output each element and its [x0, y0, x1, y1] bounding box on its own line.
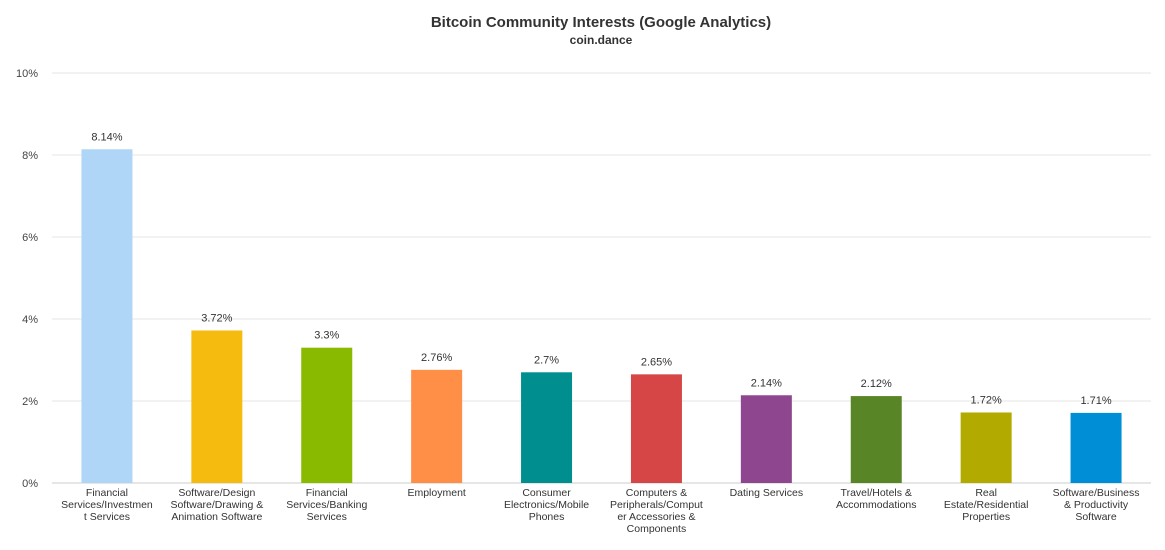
y-tick-label: 0% — [22, 478, 38, 490]
bars — [81, 149, 1122, 483]
bar[interactable] — [850, 396, 902, 483]
y-tick-label: 8% — [22, 150, 38, 162]
bar[interactable] — [411, 369, 463, 483]
bar[interactable] — [1070, 412, 1122, 483]
y-tick-label: 10% — [16, 68, 38, 80]
data-labels: 8.14% 3.72% 3.3% 2.76% 2.7% 2.65% 2.14% 2.12% 1.… — [91, 131, 1112, 407]
data-label: 1.71% — [1080, 395, 1111, 407]
y-tick-label: 4% — [22, 314, 38, 326]
x-tick-label: Employment — [407, 487, 465, 499]
chart-subtitle: coin.dance — [570, 33, 633, 47]
bar[interactable] — [740, 395, 792, 483]
x-tick-label: Financial Services/Investmen t Services — [61, 487, 153, 523]
x-tick-label: Software/Business & Productivity Software — [1053, 487, 1140, 523]
data-label: 1.72% — [971, 394, 1002, 406]
x-tick-label: Real Estate/Residential Properties — [944, 487, 1029, 523]
bar[interactable] — [301, 347, 353, 483]
data-label: 8.14% — [91, 131, 122, 143]
data-label: 2.76% — [421, 352, 452, 364]
data-label: 3.3% — [314, 330, 339, 342]
x-tick-label: Travel/Hotels & Accommodations — [836, 487, 917, 511]
x-tick-label: Dating Services — [730, 487, 804, 499]
x-tick-label: Consumer Electronics/Mobile Phones — [504, 487, 589, 523]
data-label: 2.65% — [641, 356, 672, 368]
gridlines: 0% 2% 4% 6% 8% 10% — [16, 68, 1151, 490]
bar[interactable] — [191, 330, 243, 483]
x-tick-label: Financial Services/Banking Services — [286, 487, 367, 523]
bar[interactable] — [521, 372, 573, 483]
data-label: 2.7% — [534, 354, 559, 366]
data-label: 2.14% — [751, 377, 782, 389]
y-tick-label: 2% — [22, 396, 38, 408]
x-tick-label: Computers & Peripherals/Comput er Accessor… — [610, 487, 703, 535]
bar[interactable] — [960, 412, 1012, 483]
bar[interactable] — [81, 149, 133, 483]
bar[interactable] — [630, 374, 682, 483]
x-tick-label: Software/Design Software/Drawing & Animati… — [170, 487, 263, 523]
x-axis-tick-labels: Financial Services/Investmen t Services Sof… — [61, 487, 1139, 535]
data-label: 2.12% — [861, 378, 892, 390]
chart-title: Bitcoin Community Interests (Google Anal… — [431, 14, 771, 31]
y-tick-label: 6% — [22, 232, 38, 244]
data-label: 3.72% — [201, 312, 232, 324]
